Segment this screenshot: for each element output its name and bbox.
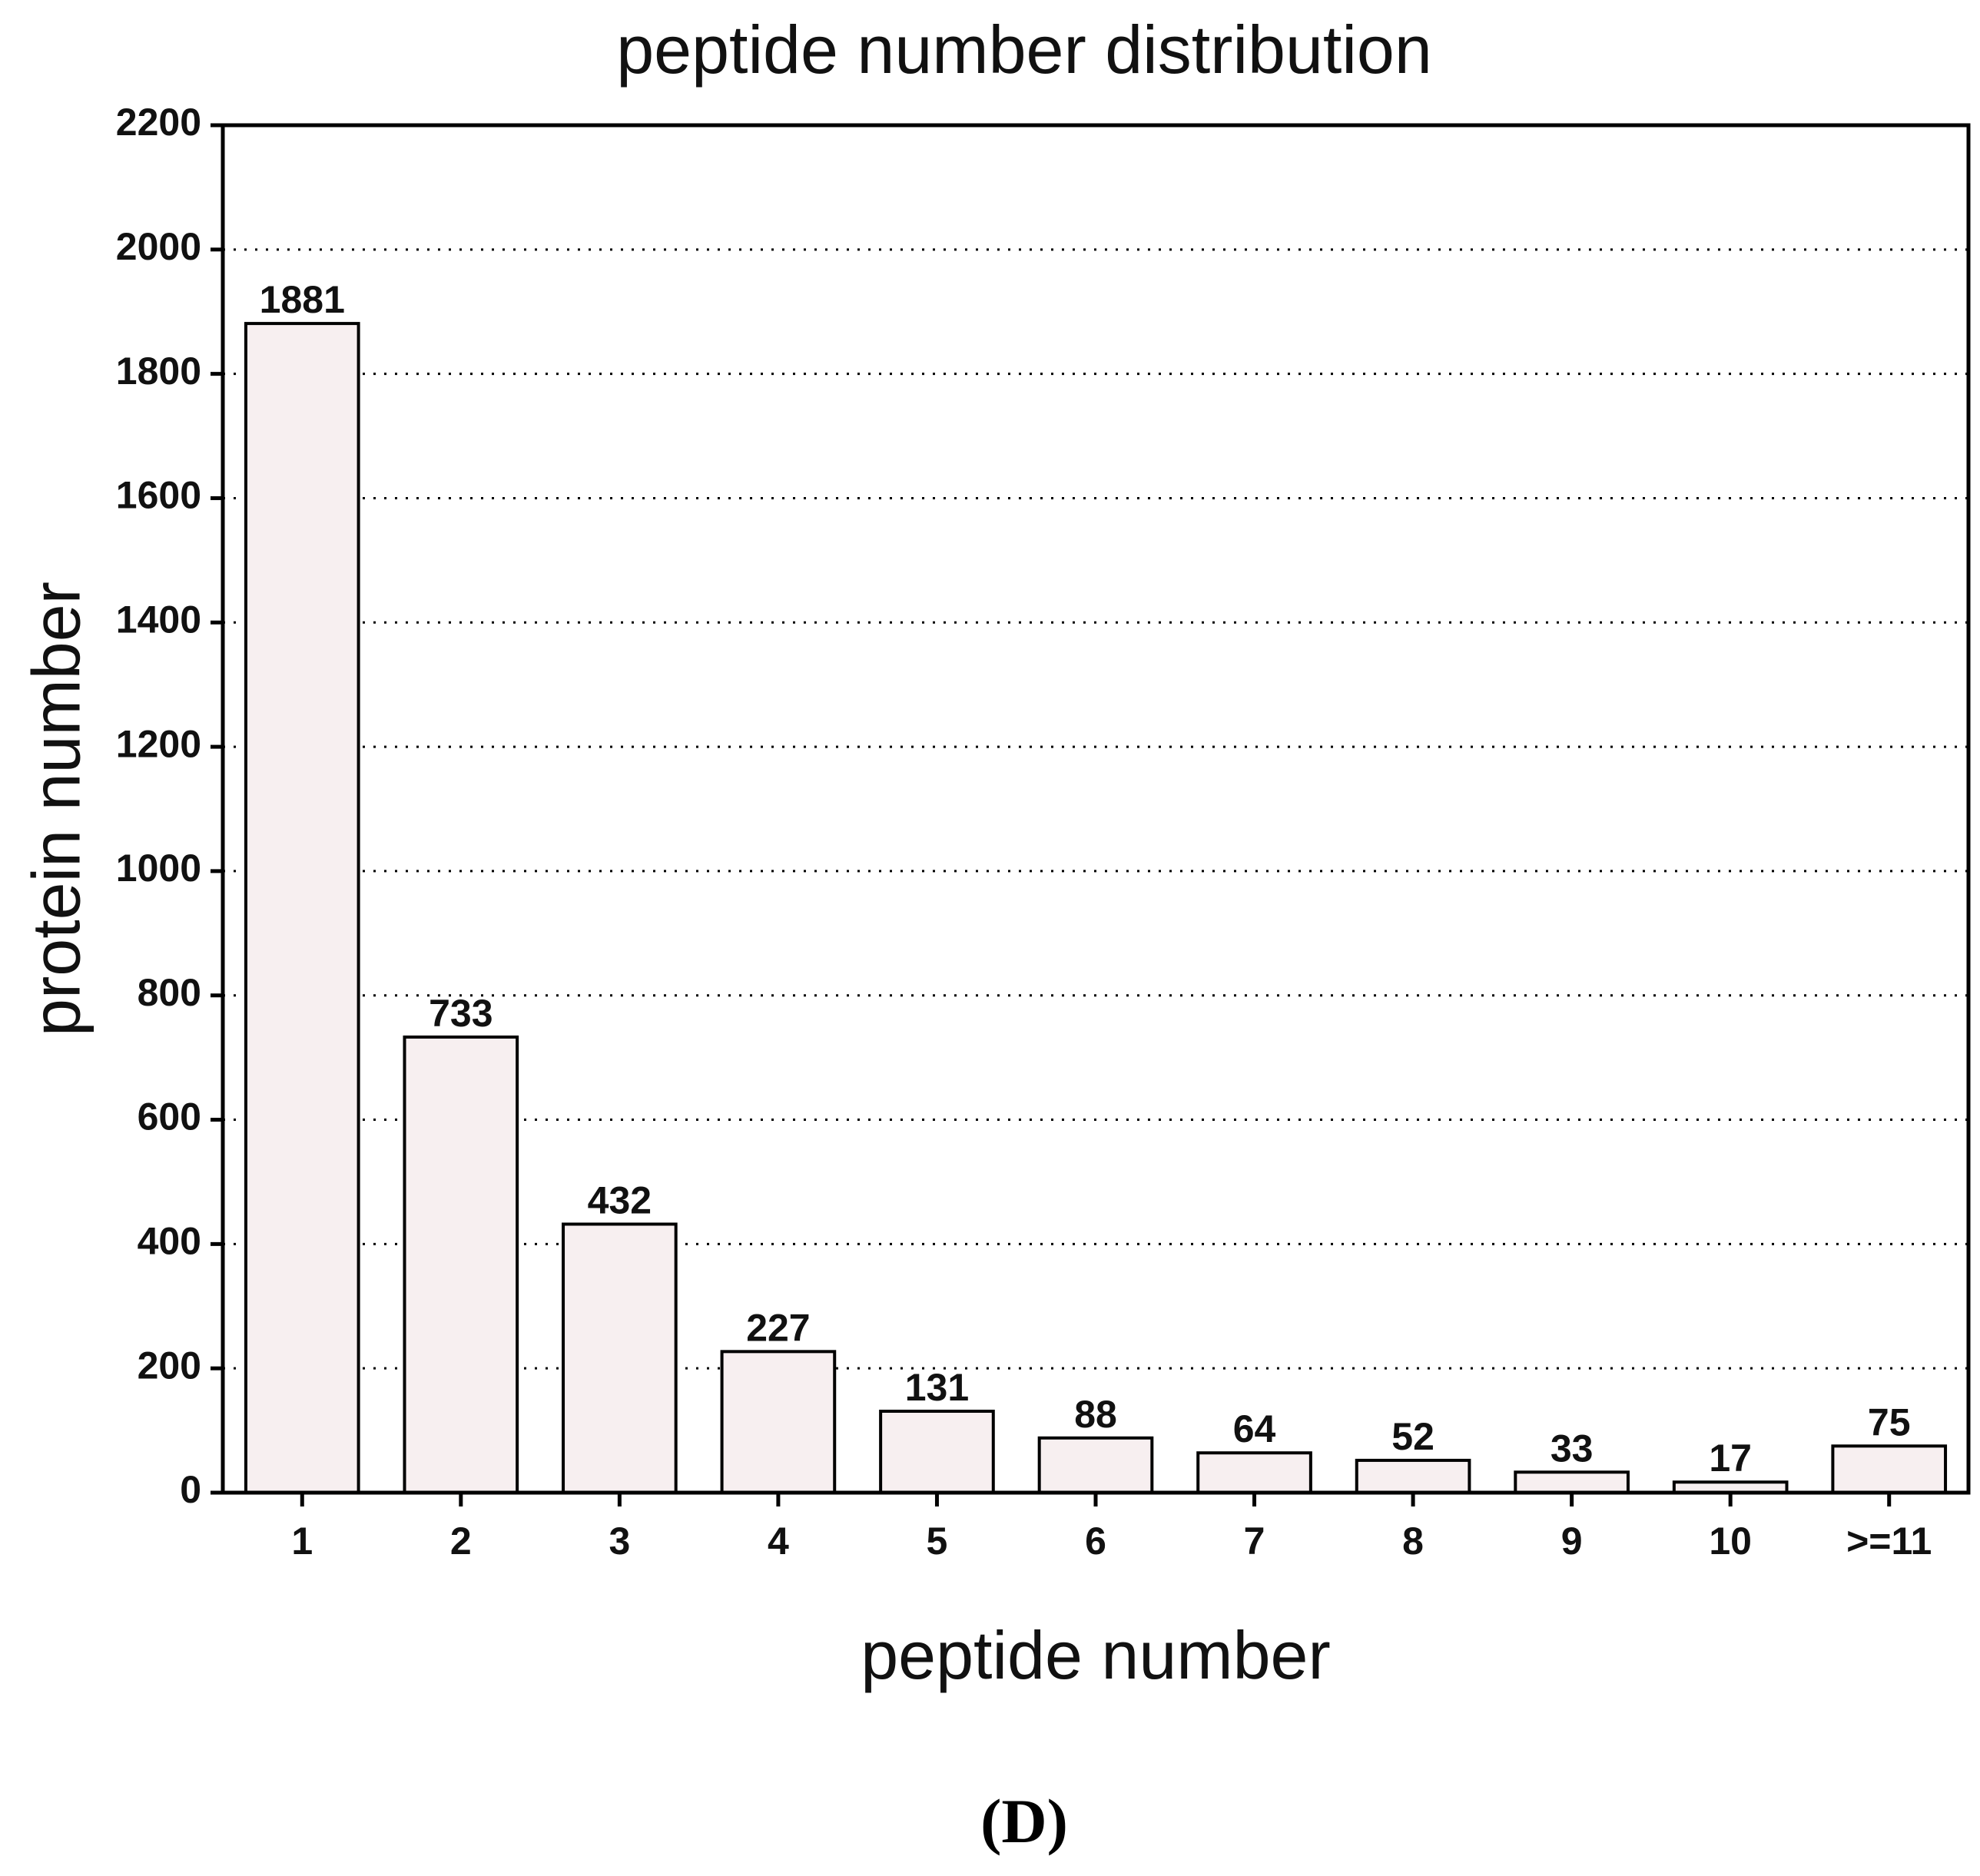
bar — [1196, 1451, 1312, 1494]
y-tick-label: 600 — [138, 1095, 201, 1139]
y-tick-label: 1600 — [116, 474, 201, 517]
y-tick-label: 2200 — [116, 101, 201, 144]
x-tick-label: 1 — [291, 1520, 313, 1563]
data-label: 131 — [905, 1366, 969, 1409]
bar — [1355, 1458, 1471, 1494]
y-tick-label: 200 — [138, 1344, 201, 1387]
x-tick-label: 10 — [1709, 1520, 1752, 1563]
bar — [1831, 1444, 1948, 1495]
y-axis-label: protein number — [18, 582, 94, 1036]
bar — [1037, 1436, 1154, 1495]
bar — [1514, 1470, 1630, 1495]
bar — [403, 1035, 519, 1495]
x-axis-label: peptide number — [861, 1617, 1331, 1693]
data-label: 75 — [1868, 1400, 1911, 1443]
panel-label: (D) — [980, 1786, 1068, 1856]
data-label: 64 — [1233, 1407, 1276, 1450]
x-tick-label: 3 — [609, 1520, 630, 1563]
y-tick-label: 800 — [138, 971, 201, 1014]
data-label: 88 — [1074, 1393, 1117, 1436]
chart-title: peptide number distribution — [616, 12, 1432, 88]
bar — [562, 1222, 678, 1495]
y-tick-label: 400 — [138, 1220, 201, 1263]
gridlines — [223, 248, 1968, 1370]
x-tick-label: 8 — [1402, 1520, 1424, 1563]
bar — [879, 1410, 995, 1494]
bar — [244, 322, 360, 1495]
y-axis-ticks: 0 200 400 600 800 1000 1200 1400 1600 1800 2000 220… — [116, 101, 223, 1511]
data-label: 733 — [429, 992, 493, 1035]
x-tick-label: 7 — [1244, 1520, 1265, 1563]
y-tick-label: 1400 — [116, 598, 201, 641]
data-label: 17 — [1709, 1437, 1752, 1480]
data-label: 432 — [588, 1178, 652, 1221]
x-tick-label: 4 — [768, 1520, 789, 1563]
x-axis-ticks: 1 2 3 4 5 6 7 8 9 10 >=11 — [291, 1493, 1932, 1563]
data-label: 52 — [1391, 1415, 1434, 1458]
x-tick-label: 5 — [927, 1520, 948, 1563]
x-tick-label: 2 — [450, 1520, 472, 1563]
data-label: 1881 — [260, 278, 345, 321]
y-tick-label: 2000 — [116, 225, 201, 268]
data-label: 33 — [1551, 1427, 1594, 1470]
x-tick-label: 9 — [1561, 1520, 1583, 1563]
y-tick-label: 1800 — [116, 350, 201, 393]
bar — [720, 1350, 837, 1494]
y-tick-label: 0 — [180, 1468, 201, 1511]
data-label: 227 — [746, 1306, 810, 1349]
y-tick-label: 1000 — [116, 847, 201, 890]
bars — [244, 322, 1948, 1495]
y-tick-label: 1200 — [116, 722, 201, 765]
x-tick-label: >=11 — [1846, 1520, 1932, 1563]
data-labels: 1881 733 432 227 131 88 64 52 33 17 75 — [260, 278, 1911, 1480]
x-tick-label: 6 — [1085, 1520, 1106, 1563]
